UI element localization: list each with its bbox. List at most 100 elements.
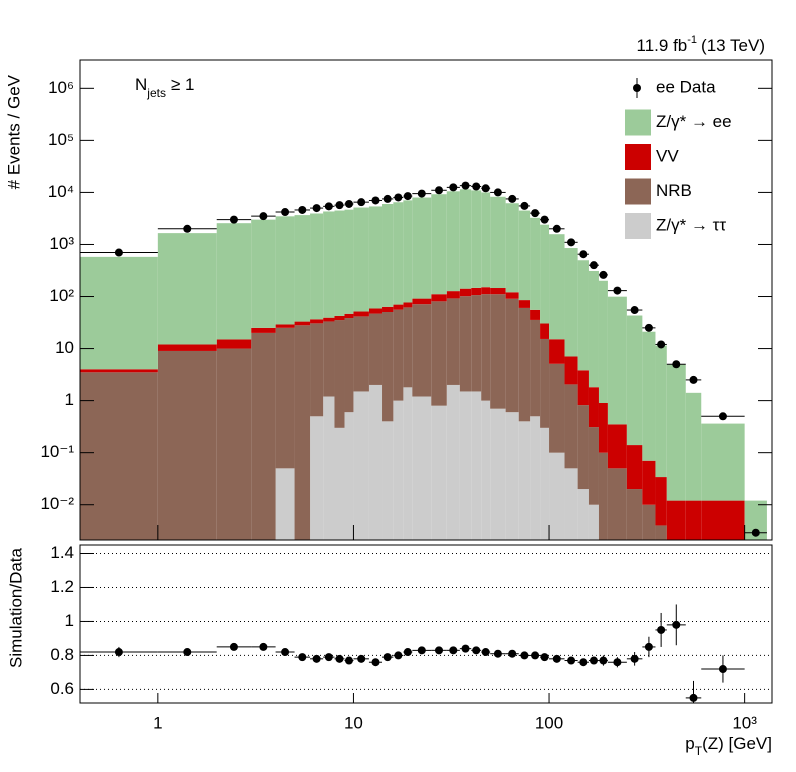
hist-bar [540, 427, 550, 540]
hist-bar [481, 294, 491, 401]
data-point [335, 201, 344, 210]
y-tick-label: 10⁶ [48, 78, 74, 97]
y-tick-label: 0.6 [50, 679, 74, 698]
hist-bar [518, 307, 531, 422]
hist-bar [518, 210, 531, 301]
data-point [718, 412, 727, 421]
hist-bar [412, 197, 432, 299]
hist-bar [459, 189, 472, 289]
ratio-y-axis-title: Simulation/Data [6, 547, 25, 668]
hist-bar [518, 421, 531, 540]
data-point [183, 224, 192, 233]
hist-bar [431, 301, 447, 406]
hist-bar [157, 344, 217, 351]
hist-bar [564, 384, 578, 469]
ratio-point [552, 654, 561, 663]
hist-bar [344, 313, 354, 319]
ratio-point [589, 656, 598, 665]
hist-bar [607, 468, 627, 540]
ratio-point [183, 648, 192, 657]
legend-swatch [625, 109, 651, 136]
hist-bar [540, 323, 550, 339]
hist-bar [577, 370, 589, 406]
hist-bar [412, 396, 432, 540]
data-point [394, 193, 403, 202]
data-point [672, 360, 681, 369]
hist-bar [80, 256, 158, 370]
data-point [403, 192, 412, 201]
hist-bar [549, 234, 565, 340]
legend-swatch [625, 213, 651, 239]
hist-bar [157, 233, 217, 345]
hist-bar [518, 300, 531, 308]
hist-bar [323, 396, 335, 540]
data-point [344, 199, 353, 208]
hist-bar [368, 308, 383, 314]
lumi-label: 11.9 fb-1 (13 TeV) [637, 34, 765, 56]
data-point [383, 194, 392, 203]
njets-rest: ≥ 1 [171, 75, 195, 94]
hist-bar [446, 191, 460, 292]
hist-bar [564, 248, 578, 357]
data-point [229, 215, 238, 224]
ratio-point [540, 653, 549, 662]
njets-sub: jets [146, 86, 166, 100]
data-point [689, 375, 698, 384]
data-point [531, 209, 540, 218]
ratio-point [672, 620, 681, 629]
hist-bar [446, 291, 460, 299]
hist-bar [275, 324, 295, 328]
lumi-sup: -1 [687, 34, 697, 46]
hist-bar [323, 211, 335, 318]
hist-bar [412, 298, 432, 305]
hist-bar [701, 423, 745, 501]
hist-bar [310, 319, 324, 324]
hist-bar [490, 288, 506, 295]
ratio-point [481, 648, 490, 657]
hist-bar [655, 525, 667, 540]
hist-bar [403, 200, 413, 303]
hist-bar [323, 317, 335, 322]
ratio-plot [80, 552, 772, 703]
hist-bar [505, 203, 519, 293]
data-point [449, 183, 458, 192]
hist-bar [490, 294, 506, 409]
x-tick-label: 10³ [732, 713, 757, 732]
hist-bar [323, 321, 335, 397]
ratio-point [520, 651, 529, 660]
axes: 10⁻² 10⁻¹ 1 10 10² 10³ 10⁴ 10⁵ 10⁶ 0.6 0.8 1 1.2 1.4 1… [40, 78, 772, 732]
y-tick-label: 1 [65, 390, 74, 409]
hist-bar [530, 416, 541, 540]
ratio-point [371, 658, 380, 667]
legend-label: Z/γ* → ee [656, 112, 732, 131]
ratio-point [493, 649, 502, 658]
ratio-point [508, 649, 517, 658]
hist-bar [540, 224, 550, 324]
njets-main: N [135, 75, 147, 94]
hist-bar [294, 325, 311, 540]
data-point [540, 215, 549, 224]
hist-bar [393, 304, 404, 310]
hist-bar [642, 460, 656, 505]
ratio-point [335, 654, 344, 663]
ratio-point [383, 653, 392, 662]
data-point [481, 184, 490, 193]
njets-label: Njets ≥ 1 [135, 75, 194, 100]
y-tick-label: 1.4 [50, 543, 74, 562]
legend-marker [633, 84, 641, 92]
data-point [657, 340, 666, 349]
lumi-rest: (13 TeV) [701, 36, 765, 55]
hist-bar [310, 213, 324, 320]
hist-bar [353, 311, 369, 317]
hist-bar [626, 315, 643, 446]
ratio-point [435, 646, 444, 655]
hist-bar [685, 392, 702, 501]
hist-bar [471, 287, 482, 296]
ratio-point [644, 642, 653, 651]
x-tick-label: 100 [535, 713, 563, 732]
data-point [461, 181, 470, 190]
hist-bar [275, 468, 295, 540]
data-point [298, 205, 307, 214]
data-point [371, 196, 380, 205]
hist-bar [744, 500, 767, 540]
